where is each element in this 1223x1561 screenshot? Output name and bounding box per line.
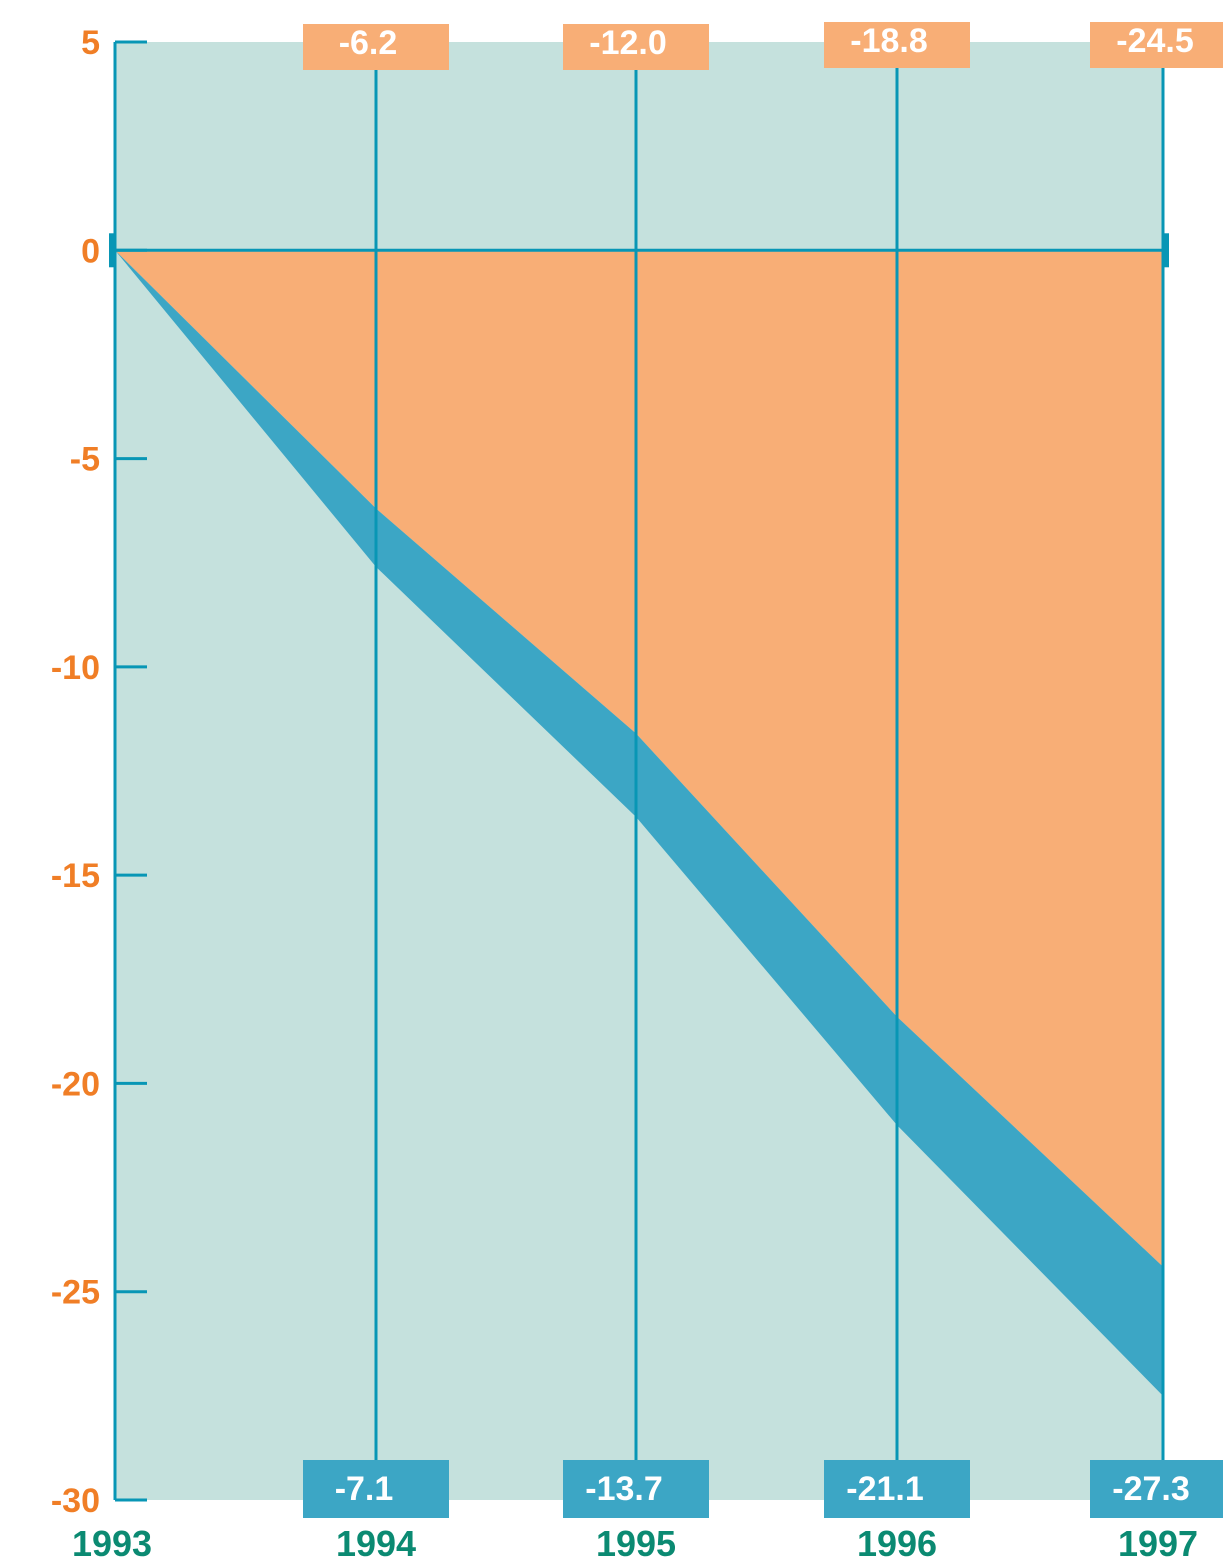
y-tick-label: -5 (70, 441, 100, 479)
lower-value-box (824, 1460, 970, 1518)
y-tick-label: -10 (51, 649, 100, 687)
upper-value-label: -12.0 (589, 24, 667, 62)
y-tick-label: -15 (51, 857, 100, 895)
y-tick-label: 0 (81, 232, 100, 270)
lower-value-label: -7.1 (335, 1470, 394, 1508)
upper-value-box (303, 24, 449, 70)
x-tick-label: 1997 (1118, 1523, 1198, 1561)
upper-value-label: -6.2 (339, 24, 398, 62)
lower-value-label: -13.7 (585, 1470, 663, 1508)
upper-value-label: -18.8 (850, 22, 928, 60)
y-tick-label: -30 (51, 1482, 100, 1520)
y-tick-label: -20 (51, 1065, 100, 1103)
upper-value-box (1090, 22, 1223, 68)
lower-value-label: -27.3 (1112, 1470, 1190, 1508)
x-tick-label: 1994 (336, 1523, 416, 1561)
upper-value-box (824, 22, 970, 68)
lower-value-box (1090, 1460, 1223, 1518)
upper-value-box (563, 24, 709, 70)
lower-value-box (563, 1460, 709, 1518)
upper-value-label: -24.5 (1116, 22, 1194, 60)
x-tick-label: 1993 (72, 1523, 152, 1561)
x-tick-label: 1995 (596, 1523, 676, 1561)
x-tick-label: 1996 (857, 1523, 937, 1561)
lower-value-label: -21.1 (846, 1470, 924, 1508)
zero-line-cap-right (1163, 233, 1169, 268)
y-tick-label: -25 (51, 1274, 100, 1312)
y-tick-label: 5 (81, 24, 100, 62)
lower-value-box (303, 1460, 449, 1518)
zero-line-cap-left (109, 233, 115, 268)
